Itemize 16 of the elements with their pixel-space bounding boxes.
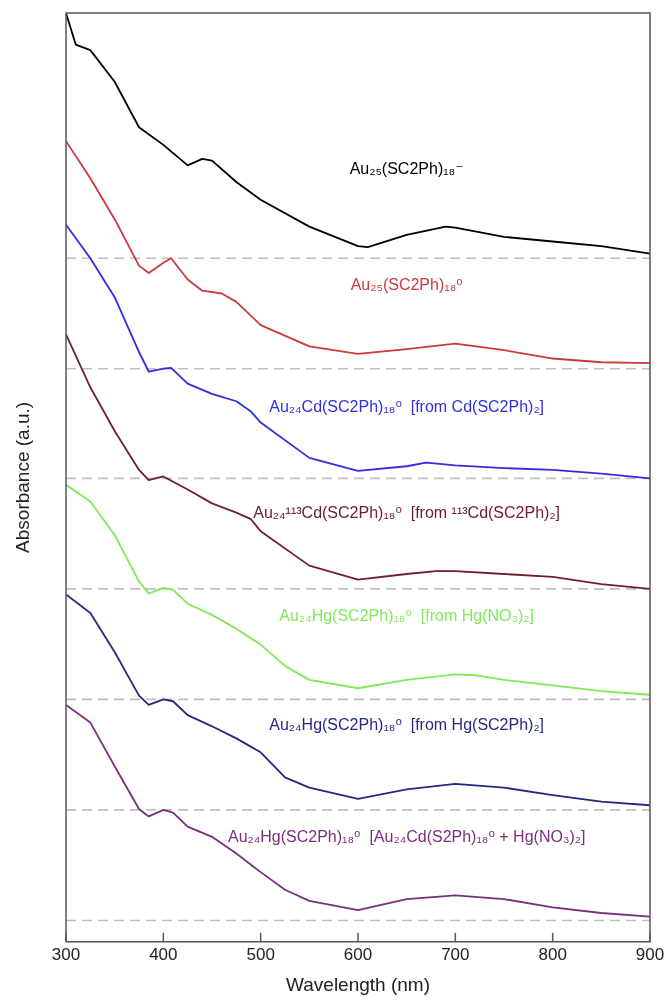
y-axis-title: Absorbance (a.u.) [12, 401, 34, 553]
series-label: Au₂₄Hg(SC2Ph)₁₈⁰ [Au₂₄Cd(S2Ph)₁₈⁰ + Hg(NO₃)₂] [227, 827, 586, 845]
x-tick-label: 500 [246, 944, 275, 964]
series-label: Au₂₄Hg(SC2Ph)₁₈⁰ [from Hg(NO₃)₂] [279, 606, 534, 624]
x-axis-title: Wavelength (nm) [286, 973, 430, 995]
text: Au₂₅(SC2Ph)₁₈⁰ [350, 276, 463, 294]
series-label: Au₂₄Cd(SC2Ph)₁₈⁰ [from Cd(SC2Ph)₂] [269, 397, 545, 415]
series-label: Au₂₄Hg(SC2Ph)₁₈⁰ [from Hg(SC2Ph)₂] [269, 716, 545, 734]
x-tick-label: 700 [441, 944, 470, 964]
x-tick-label: 600 [343, 944, 373, 964]
x-tick-label: 300 [51, 944, 81, 964]
x-tick-label: 400 [149, 944, 178, 964]
series-label: Au₂₄¹¹³Cd(SC2Ph)₁₈⁰ [from ¹¹³Cd(SC2Ph)₂] [253, 503, 561, 521]
x-tick-label: 900 [635, 944, 665, 964]
text: Au₂₅(SC2Ph)₁₈⁻ [349, 159, 464, 177]
x-tick-label: 800 [538, 944, 567, 964]
